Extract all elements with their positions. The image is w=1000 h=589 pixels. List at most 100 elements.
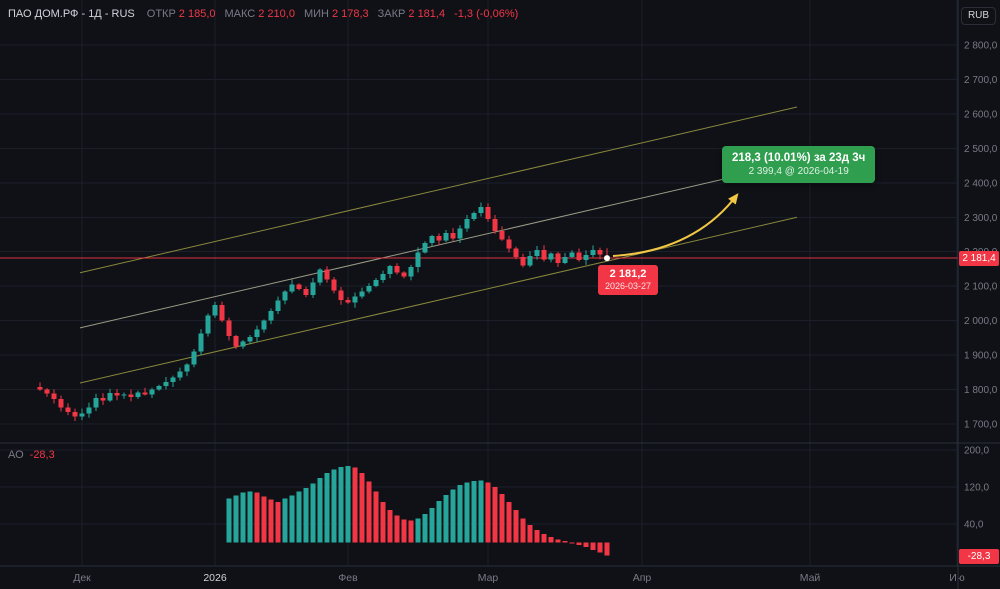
candle-body [58,399,64,408]
time-axis-label: Фев [338,572,358,584]
price-axis-label: 2 300,0 [964,213,998,224]
ao-bar [548,536,554,543]
candle-body [492,218,498,232]
channel-line[interactable] [79,106,798,274]
ao-bar [443,494,449,543]
ao-bar [415,518,421,543]
candle-body [226,320,232,337]
projection-tooltip[interactable]: 218,3 (10.01%) за 23д 3ч 2 399,4 @ 2026-… [722,146,876,183]
candle-body [156,386,162,390]
ao-bar [373,491,379,543]
symbol-title[interactable]: ПАО ДОМ.РФ - 1Д - RUS [8,8,135,20]
ao-bar [597,542,603,553]
candle-body [121,394,127,396]
ao-bar [562,541,568,543]
projection-arrow[interactable] [612,193,739,257]
ao-bar [583,542,589,548]
candle-body [380,274,386,280]
candle-body [79,413,85,417]
price-axis-label: 1 800,0 [964,385,998,396]
candle-body [457,228,463,239]
candle-body [548,253,554,260]
ao-bar [527,524,533,543]
candle-body [261,320,267,330]
candle-body [527,255,533,266]
candle-body [352,296,358,303]
candle-body [86,407,92,414]
ao-bar [520,518,526,543]
ao-bar [338,467,344,543]
time-axis-label: Май [800,572,821,584]
candle-body [436,236,442,241]
low-label: МИН [303,8,329,20]
ao-bar [275,501,281,543]
ao-bar [555,539,561,543]
ao-bar [604,542,610,556]
price-line-label[interactable]: 2 181,2 2026-03-27 [598,265,659,295]
currency-button[interactable]: RUB [961,7,996,25]
ao-bar [429,507,435,543]
candle-body [520,256,526,266]
ao-bar [590,542,596,550]
candle-body [51,393,57,400]
candle-body [107,392,113,401]
ao-axis-label: 200,0 [964,446,989,457]
ao-indicator-legend[interactable]: АО -28,3 [8,449,55,461]
ao-bar [317,477,323,543]
candle-body [37,386,43,390]
time-axis-label: Апр [633,572,652,584]
ao-value: -28,3 [29,449,55,461]
candle-body [408,267,414,277]
candle-body [373,279,379,287]
legend-low: МИН 2 178,3 [304,8,369,20]
ao-bar [506,501,512,543]
ao-bar [282,498,288,543]
candle-body [282,291,288,301]
ao-bar [513,510,519,543]
candle-body [541,250,547,260]
candle-body [114,392,120,396]
candle-body [464,218,470,229]
candle-body [506,239,512,249]
candle-body [303,288,309,295]
ao-bar [422,513,428,543]
ao-bar [303,487,309,543]
candle-body [170,377,176,382]
ao-bar [541,534,547,543]
candle-body [597,250,603,255]
candle-body [247,337,253,342]
projection-origin-dot[interactable] [604,255,610,262]
candle-body [100,398,106,401]
time-axis-label: Ию [949,572,965,584]
high-value: 2 210,0 [258,8,295,20]
price-axis-label: 1 900,0 [964,351,998,362]
ao-bar [569,542,575,544]
ao-bar [233,495,239,543]
candle-body [65,407,71,412]
ao-bar [296,491,302,543]
channel-line[interactable] [79,216,798,384]
candle-body [394,266,400,273]
ao-bar [331,469,337,543]
price-axis-label: 2 100,0 [964,282,998,293]
ao-axis-label: 120,0 [964,483,989,494]
ao-bar [359,473,365,543]
candle-body [296,284,302,289]
legend-high: МАКС 2 210,0 [225,8,295,20]
candle-body [205,315,211,334]
candle-body [415,252,421,268]
candle-body [198,333,204,352]
candle-body [450,232,456,239]
candle-body [135,392,141,398]
candle-body [583,255,589,260]
candle-body [219,305,225,321]
candle-body [212,305,218,316]
candle-body [359,291,365,297]
ao-bar [576,542,582,545]
time-axis-label: 2026 [203,572,227,584]
candle-body [366,286,372,292]
candle-body [471,213,477,219]
candle-body [191,351,197,365]
ao-bar [387,510,393,543]
